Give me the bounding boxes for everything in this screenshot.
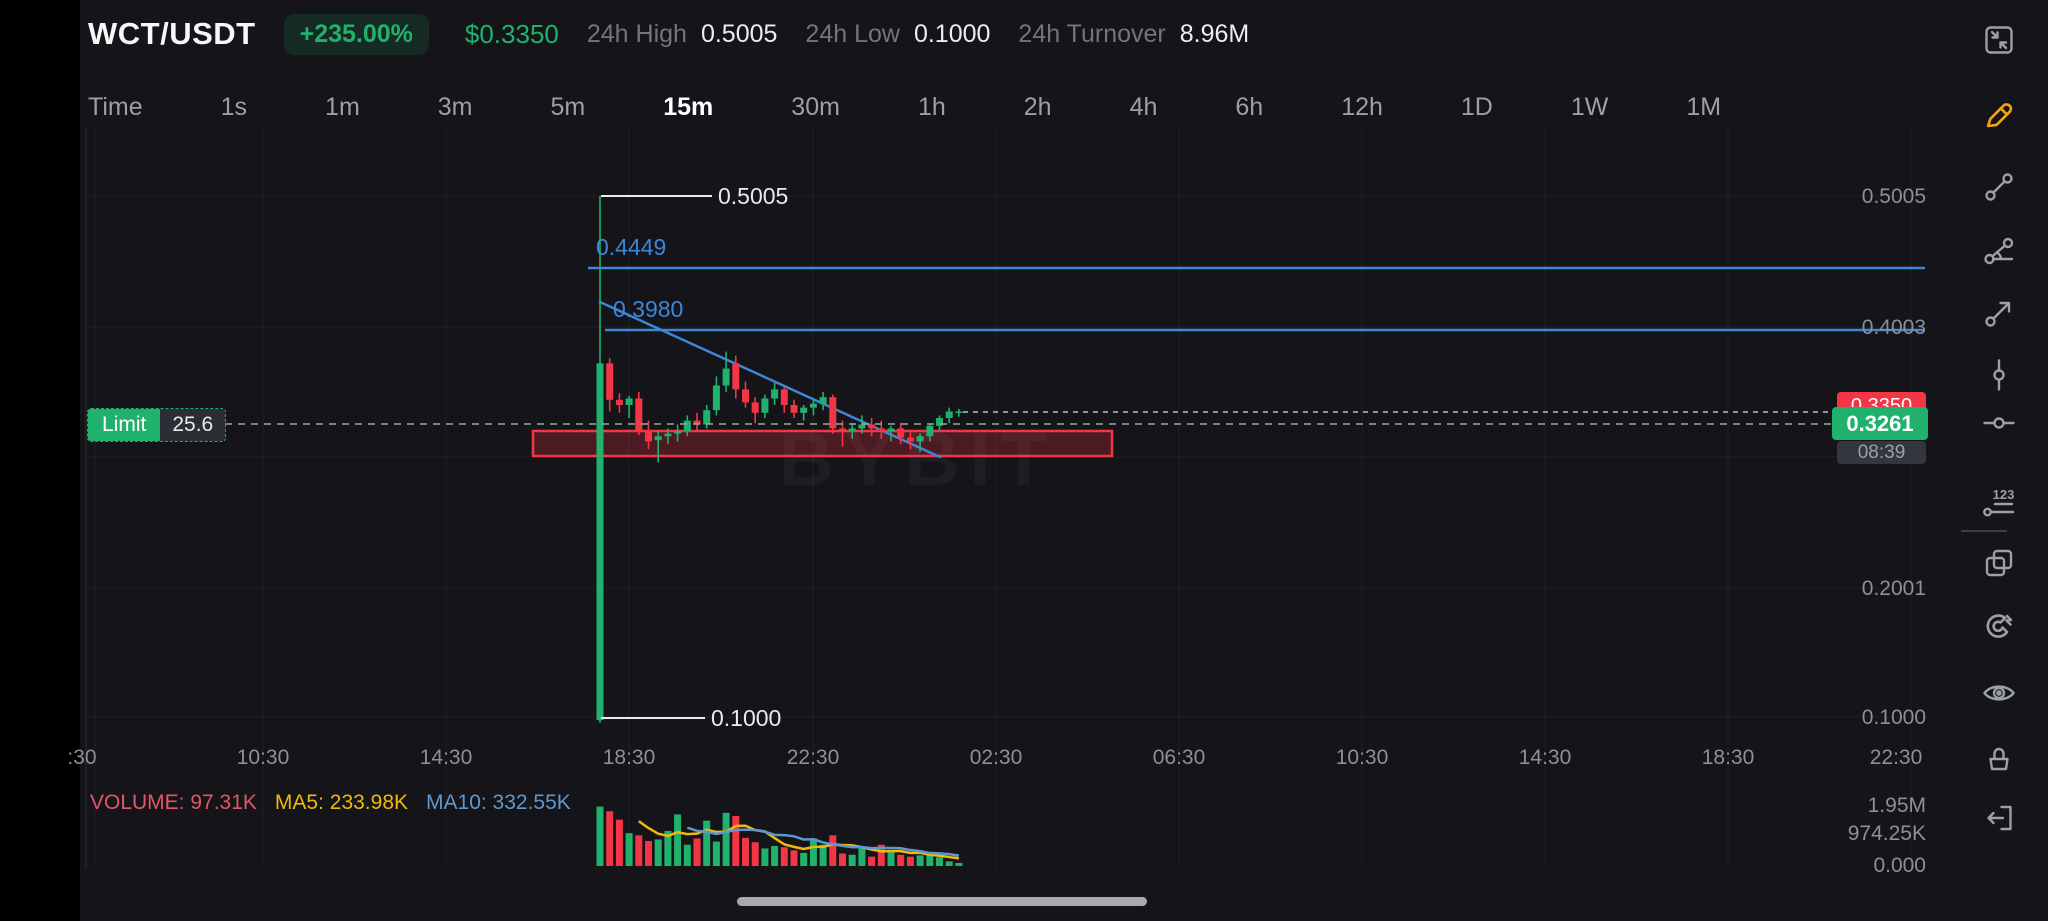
ray-tool-icon[interactable] [1981,295,2017,331]
trend-angle-tool-icon[interactable] [1981,232,2017,268]
timeframe-tab-1m[interactable]: 1m [325,93,360,121]
limit-order-quantity: 25.6 [160,409,226,441]
svg-text:02:30: 02:30 [970,746,1023,769]
timeframe-tab-1D[interactable]: 1D [1460,93,1493,121]
svg-text:14:30: 14:30 [420,746,473,769]
timeframe-tab-1h[interactable]: 1h [917,93,946,121]
change-badge: +235.00% [283,13,429,55]
exit-drawing-icon[interactable] [1981,800,2017,836]
svg-text:123: 123 [1993,487,2015,502]
draw-pencil-icon[interactable] [1981,97,2017,133]
limit-order-tag[interactable]: Limit 25.6 [87,408,227,442]
stat-label: 24h Turnover [1018,19,1166,48]
svg-text:0.2001: 0.2001 [1862,577,1926,600]
svg-text:0.3980: 0.3980 [613,296,683,322]
volume-ma5: MA5: 233.98K [274,791,409,814]
svg-text:18:30: 18:30 [1702,746,1755,769]
svg-text:0.000: 0.000 [1873,854,1926,877]
svg-text:22:30: 22:30 [787,746,840,769]
svg-text:0.4449: 0.4449 [596,234,666,260]
svg-text:10:30: 10:30 [237,746,290,769]
volume-legend: VOLUME: 97.31K MA5: 233.98K MA10: 332.55… [90,791,571,815]
timeframe-tab-5m[interactable]: 5m [550,93,586,121]
trend-line-tool-icon[interactable] [1981,169,2017,205]
price-note-tool-icon[interactable]: 123 [1981,484,2017,520]
svg-text:14:30: 14:30 [1519,746,1572,769]
volume-current: VOLUME: 97.31K [90,791,257,814]
svg-text:0.5005: 0.5005 [718,183,788,209]
chart-app-background [80,0,2048,921]
svg-text:0.4003: 0.4003 [1862,316,1926,339]
stat-value: 0.1000 [913,19,991,48]
collapse-icon[interactable] [1981,22,2017,58]
limit-price-badge[interactable]: 0.3261 [1832,407,1928,440]
stat-label: 24h High [586,19,687,48]
chart-header: WCT/USDT +235.00% $0.3350 24h High 0.500… [88,12,1249,56]
timeframe-tab-3m[interactable]: 3m [437,93,473,121]
symbol-title[interactable]: WCT/USDT [88,16,256,51]
svg-text:06:30: 06:30 [1153,746,1206,769]
svg-text:10:30: 10:30 [1336,746,1389,769]
svg-text:974.25K: 974.25K [1848,822,1926,845]
svg-text:0.1000: 0.1000 [711,705,781,731]
last-price-value: $0.3350 [464,18,559,49]
limit-order-type-label: Limit [88,409,161,441]
eye-icon[interactable] [1981,675,2017,711]
timeframe-tab-Time[interactable]: Time [88,93,143,121]
stat-24h-turnover: 24h Turnover 8.96M [1018,20,1249,49]
candle-countdown: 08:39 [1837,441,1926,464]
timeframe-tabs: Time 1s 1m 3m 5m 15m 30m 1h 2h 4h 6h 12h 1D 1W 1M [88,93,1721,122]
svg-text:0.5005: 0.5005 [1862,185,1926,208]
horizontal-line-tool-icon[interactable] [1981,405,2017,441]
svg-text:0.1000: 0.1000 [1862,706,1926,729]
stat-24h-low: 24h Low 0.1000 [805,20,990,49]
magnet-icon[interactable] [1981,610,2017,646]
stat-value: 0.5005 [700,19,778,48]
timeframe-tab-4h[interactable]: 4h [1129,93,1158,121]
vertical-line-tool-icon[interactable] [1981,357,2017,393]
timeframe-tab-30m[interactable]: 30m [791,93,840,121]
svg-text:18:30: 18:30 [603,746,656,769]
timeframe-tab-1M[interactable]: 1M [1686,93,1722,121]
volume-ma10: MA10: 332.55K [426,791,571,814]
chart-scrollbar[interactable] [737,897,1147,906]
drawing-toolbar: 123 [1950,0,2048,921]
timeframe-tab-6h[interactable]: 6h [1235,93,1264,121]
stat-value: 8.96M [1179,19,1250,48]
timeframe-tab-1W[interactable]: 1W [1570,93,1609,121]
svg-text::30: :30 [67,746,96,769]
timeframe-tab-1s[interactable]: 1s [220,93,248,121]
stat-24h-high: 24h High 0.5005 [587,20,778,49]
timeframe-tab-12h[interactable]: 12h [1341,93,1383,121]
toolbar-divider [1961,530,2007,532]
timeframe-tab-15m[interactable]: 15m [663,93,714,121]
svg-text:1.95M: 1.95M [1868,794,1926,817]
stat-label: 24h Low [805,19,900,48]
svg-text:22:30: 22:30 [1870,746,1923,769]
layers-icon[interactable] [1981,545,2017,581]
timeframe-tab-2h[interactable]: 2h [1023,93,1052,121]
brush-clear-icon[interactable] [1981,739,2017,775]
